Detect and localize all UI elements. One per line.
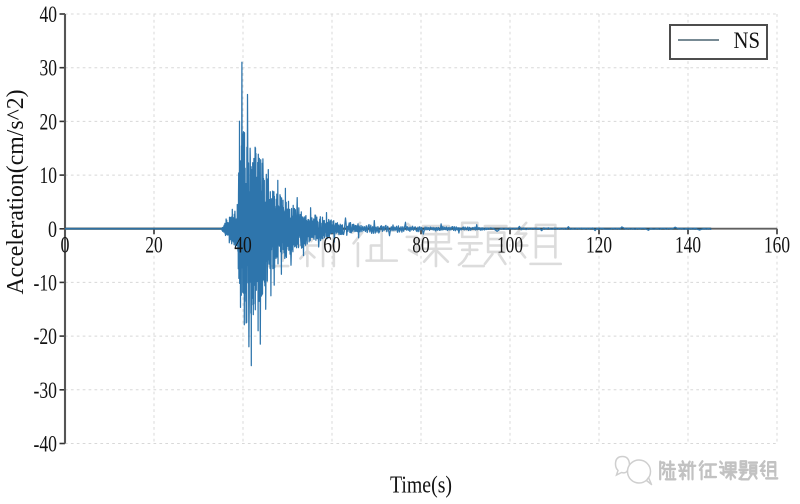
svg-text:140: 140 [675, 232, 701, 257]
svg-text:0: 0 [61, 232, 70, 257]
svg-text:60: 60 [323, 232, 341, 257]
svg-text:-40: -40 [34, 432, 58, 457]
svg-text:NS: NS [734, 28, 761, 53]
svg-text:Acceleration(cm/s^2): Acceleration(cm/s^2) [3, 90, 29, 295]
svg-text:40: 40 [40, 2, 58, 27]
svg-text:10: 10 [40, 163, 58, 188]
svg-text:80: 80 [412, 232, 430, 257]
svg-text:-30: -30 [34, 378, 58, 403]
svg-text:0: 0 [48, 217, 57, 242]
svg-text:120: 120 [586, 232, 612, 257]
svg-text:20: 20 [40, 109, 58, 134]
svg-text:40: 40 [234, 232, 252, 257]
svg-text:-20: -20 [34, 324, 58, 349]
svg-text:20: 20 [145, 232, 163, 257]
svg-text:-10: -10 [34, 270, 58, 295]
svg-text:Time(s): Time(s) [390, 472, 452, 498]
svg-text:30: 30 [40, 56, 58, 81]
svg-text:160: 160 [764, 232, 790, 257]
svg-text:100: 100 [497, 232, 523, 257]
